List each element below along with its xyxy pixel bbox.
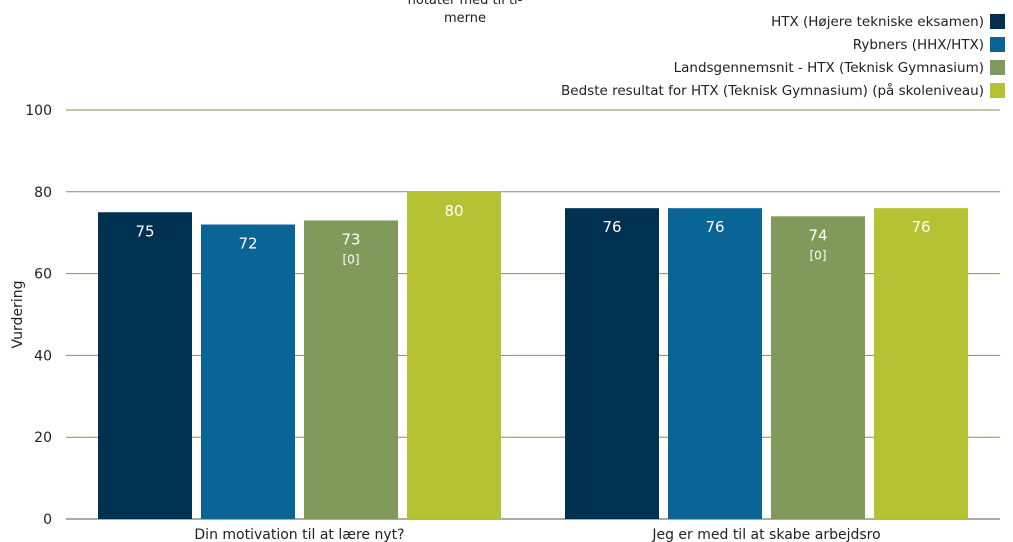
legend-item[interactable]: Rybners (HHX/HTX)	[561, 33, 1005, 56]
legend-label: Landsgennemsnit - HTX (Teknisk Gymnasium…	[673, 59, 984, 76]
bar-value-label: 80	[444, 202, 463, 220]
legend-item[interactable]: HTX (Højere tekniske eksamen)	[561, 10, 1005, 33]
legend-label: Bedste resultat for HTX (Teknisk Gymnasi…	[561, 82, 984, 99]
bar-value-label: 76	[705, 218, 724, 236]
chart-legend: HTX (Højere tekniske eksamen) Rybners (H…	[561, 10, 1005, 102]
x-tick-label: Din motivation til at lære nyt?	[194, 527, 404, 542]
bar	[407, 191, 501, 520]
y-tick-label: 100	[25, 103, 52, 119]
chart-title-line-2: merne	[443, 11, 486, 26]
bar	[201, 224, 295, 519]
legend-item[interactable]: Landsgennemsnit - HTX (Teknisk Gymnasium…	[561, 56, 1005, 79]
legend-label: HTX (Højere tekniske eksamen)	[771, 13, 984, 30]
y-tick-label: 0	[43, 512, 52, 528]
legend-swatch	[990, 14, 1005, 29]
bar-value-label: 75	[135, 222, 154, 240]
legend-label: Rybners (HHX/HTX)	[852, 36, 984, 53]
legend-item[interactable]: Bedste resultat for HTX (Teknisk Gymnasi…	[561, 79, 1005, 102]
bar-value-label: 76	[911, 218, 930, 236]
y-tick-label: 20	[34, 430, 52, 446]
y-tick-label: 80	[34, 185, 52, 201]
bar	[565, 208, 659, 519]
chart-title-line-1: notater med til ti-	[407, 0, 523, 8]
bar	[874, 208, 968, 519]
legend-swatch	[990, 37, 1005, 52]
bar	[98, 212, 192, 519]
x-tick-label: Jeg er med til at skabe arbejdsro	[651, 527, 880, 542]
chart-title: notater med til ti- merne	[360, 0, 570, 28]
bar-sub-label: [0]	[810, 248, 827, 262]
y-tick-label: 40	[34, 348, 52, 364]
bar-value-label: 73	[341, 230, 360, 248]
legend-swatch	[990, 83, 1005, 98]
y-tick-label: 60	[34, 267, 52, 283]
legend-swatch	[990, 60, 1005, 75]
bar-value-label: 76	[602, 218, 621, 236]
bar	[304, 220, 398, 519]
bar-value-label: 72	[238, 235, 257, 253]
bar-value-label: 74	[808, 226, 827, 244]
bar-sub-label: [0]	[343, 252, 360, 266]
y-axis-label: Vurdering	[10, 281, 26, 349]
bar	[771, 216, 865, 519]
bar	[668, 208, 762, 519]
